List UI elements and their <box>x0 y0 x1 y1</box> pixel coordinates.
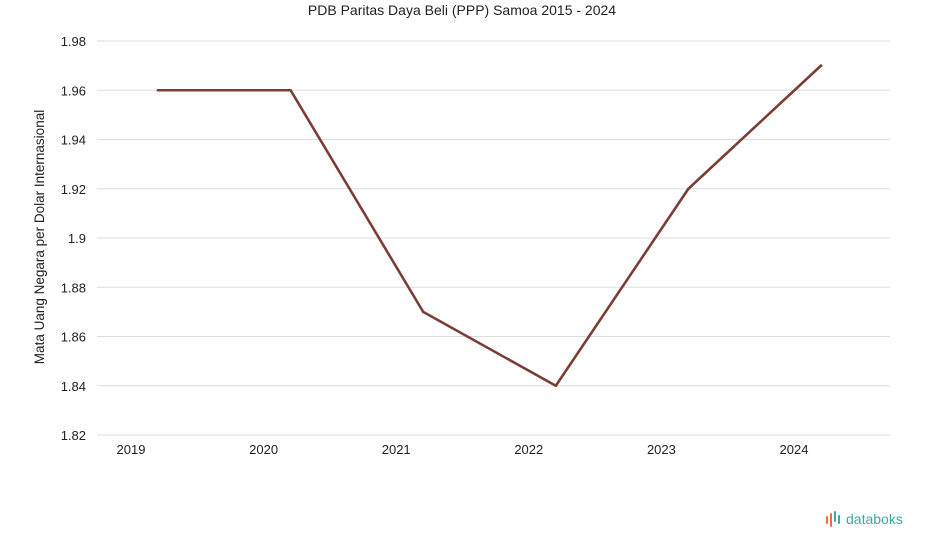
y-tick-label: 1.82 <box>61 428 86 443</box>
data-point <box>554 384 558 388</box>
data-point <box>289 88 292 92</box>
x-tick-label: 2023 <box>647 442 676 457</box>
gridlines <box>97 40 890 436</box>
series-line <box>156 64 823 388</box>
y-tick-label: 1.92 <box>61 182 86 197</box>
data-point <box>819 64 823 67</box>
y-tick-label: 1.88 <box>61 280 86 295</box>
databoks-logo-text: databoks <box>846 511 903 527</box>
x-tick-label: 2021 <box>382 442 411 457</box>
y-tick-label: 1.84 <box>61 379 86 394</box>
chart-title: PDB Paritas Daya Beli (PPP) Samoa 2015 -… <box>308 2 616 18</box>
databoks-bars-icon <box>826 511 840 527</box>
x-tick-label: 2024 <box>780 442 809 457</box>
series-layer <box>156 64 823 388</box>
y-tick-label: 1.9 <box>68 231 86 246</box>
y-tick-label: 1.86 <box>61 330 86 345</box>
x-tick-label: 2019 <box>117 442 146 457</box>
databoks-logo: databoks <box>825 510 903 528</box>
y-tick-label: 1.94 <box>61 133 86 148</box>
y-tick-label: 1.96 <box>61 83 86 98</box>
x-tick-label: 2022 <box>514 442 543 457</box>
data-point <box>687 187 690 191</box>
data-point <box>156 88 160 92</box>
data-point <box>421 310 425 314</box>
y-axis-ticks: 1.82 1.84 1.86 1.88 1.9 1.92 1.94 1.96 1.98 <box>61 34 86 443</box>
x-axis-ticks: 2019 2020 2021 2022 2023 2024 <box>117 442 809 457</box>
y-axis-label: Mata Uang Negara per Dolar Internasional <box>32 110 47 364</box>
y-tick-label: 1.98 <box>61 34 86 49</box>
x-tick-label: 2020 <box>249 442 278 457</box>
